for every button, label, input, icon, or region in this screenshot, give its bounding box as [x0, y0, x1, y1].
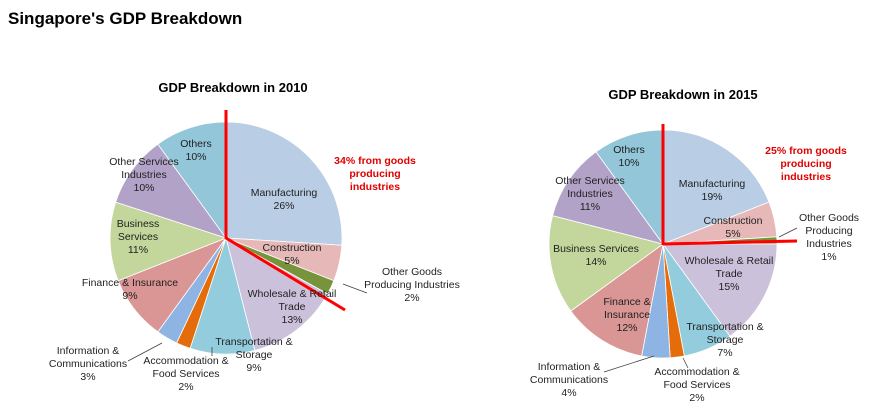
- chart-title-2010: GDP Breakdown in 2010: [158, 80, 307, 95]
- divider-line-end-2015: [662, 239, 798, 246]
- slice-label-transportation-and-storage-2015: Transportation & Storage 7%: [686, 321, 763, 359]
- slice-label-wholesale-and-retail-trade-2015: Wholesale & Retail Trade 15%: [685, 255, 774, 293]
- chart-title-2015: GDP Breakdown in 2015: [608, 87, 757, 102]
- slice-label-construction-2010: Construction 5%: [263, 242, 322, 267]
- pie-labels-2015: Manufacturing 19% Construction 5% Other Good…: [530, 144, 859, 404]
- leader-line-accommodation-and-food-services-2015: [682, 357, 689, 369]
- slice-label-construction-2015: Construction 5%: [704, 215, 763, 240]
- slice-label-other-services-industries-2015: Other Services Industries 11%: [555, 175, 624, 213]
- slice-manufacturing-2015: [662, 129, 770, 245]
- slice-label-wholesale-and-retail-trade-2010: Wholesale & Retail Trade 13%: [248, 288, 337, 326]
- pie-chart-2010: GDP Breakdown in 2010 Manufacturing 26% Co…: [49, 80, 460, 393]
- page-title: Singapore's GDP Breakdown: [8, 9, 242, 28]
- leader-line-other-goods-producing-industries-2010: [342, 283, 368, 294]
- slice-label-business-services-2010: Business Services 11%: [117, 218, 160, 256]
- slice-wholesale-and-retail-trade-2015: [662, 243, 778, 337]
- goods-annotation-2010: 34% from goods producing industries: [334, 155, 416, 193]
- divider-line-end-2010: [225, 236, 346, 312]
- leader-line-information-and-communications-2015: [603, 355, 655, 373]
- slice-label-other-goods-producing-industries-2015: Other Goods Producing Industries 1%: [799, 212, 859, 263]
- slice-other-services-industries-2010: [115, 143, 228, 239]
- slice-label-accommodation-and-food-services-2010: Accommodation & Food Services 2%: [143, 355, 228, 393]
- goods-annotation-2015: 25% from goods producing industries: [765, 145, 847, 183]
- slice-other-services-industries-2015: [552, 151, 664, 245]
- pie-leader-lines-2015: [603, 227, 798, 373]
- pie-leader-lines-2010: [127, 283, 368, 362]
- slice-label-business-services-2015: Business Services 14%: [553, 243, 639, 268]
- goods-divider-lines-2015: [661, 124, 798, 246]
- slice-label-other-goods-producing-industries-2010: Other Goods Producing Industries 2%: [364, 266, 460, 304]
- pie-chart-2015: GDP Breakdown in 2015 Manufacturing 19% Co…: [530, 87, 859, 404]
- slice-label-other-services-industries-2010: Other Services Industries 10%: [109, 156, 178, 194]
- slice-finance-and-insurance-2015: [570, 243, 664, 357]
- slice-business-services-2015: [548, 215, 664, 312]
- slice-business-services-2010: [109, 201, 228, 282]
- leader-line-other-goods-producing-industries-2015: [778, 227, 798, 238]
- slice-label-others-2010: Others 10%: [180, 138, 212, 163]
- slice-manufacturing-2010: [225, 121, 343, 246]
- pie-slices-2010: [109, 121, 343, 355]
- goods-divider-lines-2010: [224, 110, 346, 312]
- slice-label-manufacturing-2015: Manufacturing 19%: [679, 178, 746, 203]
- slice-label-finance-and-insurance-2015: Finance & Insurance 12%: [603, 296, 650, 334]
- pie-labels-2010: Manufacturing 26% Construction 5% Other Good…: [49, 138, 460, 393]
- slice-label-finance-and-insurance-2010: Finance & Insurance 9%: [82, 277, 178, 302]
- slice-label-information-and-communications-2010: Information & Communications 3%: [49, 345, 127, 383]
- slice-label-information-and-communications-2015: Information & Communications 4%: [530, 361, 608, 399]
- slice-label-others-2015: Others 10%: [613, 144, 645, 169]
- leader-line-information-and-communications-2010: [127, 342, 163, 362]
- slice-label-accommodation-and-food-services-2015: Accommodation & Food Services 2%: [654, 366, 739, 404]
- slice-label-manufacturing-2010: Manufacturing 26%: [251, 187, 318, 212]
- slice-label-transportation-and-storage-2010: Transportation & Storage 9%: [215, 336, 292, 374]
- pie-slices-2015: [548, 129, 778, 359]
